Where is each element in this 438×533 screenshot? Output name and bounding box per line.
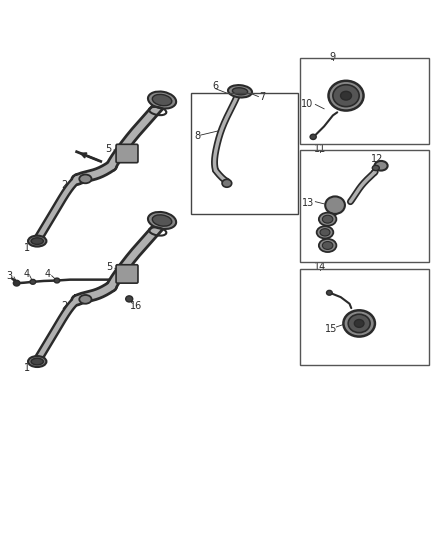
Text: 8: 8 <box>194 131 200 141</box>
Ellipse shape <box>372 165 379 171</box>
Text: 12: 12 <box>371 154 383 164</box>
Ellipse shape <box>328 81 364 110</box>
Ellipse shape <box>126 296 133 302</box>
Text: 4: 4 <box>44 269 50 279</box>
Ellipse shape <box>222 179 232 187</box>
Bar <box>300 269 429 365</box>
Ellipse shape <box>79 174 92 183</box>
Ellipse shape <box>322 215 333 223</box>
Ellipse shape <box>152 94 172 106</box>
Ellipse shape <box>31 358 43 365</box>
Text: 5: 5 <box>106 144 112 154</box>
Text: 7: 7 <box>259 92 265 102</box>
Bar <box>300 59 429 144</box>
FancyBboxPatch shape <box>116 144 138 163</box>
Text: 4: 4 <box>23 269 29 279</box>
Text: 16: 16 <box>130 301 142 311</box>
Ellipse shape <box>228 85 252 98</box>
Ellipse shape <box>317 226 333 238</box>
Text: 2: 2 <box>62 181 68 190</box>
Ellipse shape <box>31 238 43 245</box>
Text: 14: 14 <box>314 262 326 272</box>
Ellipse shape <box>79 295 92 304</box>
FancyBboxPatch shape <box>116 265 138 283</box>
Ellipse shape <box>30 279 36 284</box>
Bar <box>191 93 298 214</box>
Ellipse shape <box>148 212 176 229</box>
Ellipse shape <box>13 280 20 286</box>
Ellipse shape <box>341 91 352 100</box>
Text: 10: 10 <box>301 100 314 109</box>
Text: 5: 5 <box>106 262 113 272</box>
Text: 15: 15 <box>325 324 337 334</box>
Ellipse shape <box>28 356 46 367</box>
Text: 9: 9 <box>330 52 336 62</box>
Ellipse shape <box>233 88 247 95</box>
Ellipse shape <box>320 229 330 236</box>
Ellipse shape <box>333 85 359 107</box>
Ellipse shape <box>354 319 364 327</box>
Ellipse shape <box>325 197 345 214</box>
Ellipse shape <box>322 241 333 249</box>
Ellipse shape <box>319 213 336 226</box>
Bar <box>300 150 429 262</box>
Text: 3: 3 <box>7 271 13 281</box>
Ellipse shape <box>319 239 336 252</box>
Text: 1: 1 <box>24 363 30 373</box>
Text: 1: 1 <box>24 243 30 253</box>
Ellipse shape <box>54 278 60 283</box>
Text: 13: 13 <box>302 198 314 208</box>
Ellipse shape <box>148 92 176 109</box>
Ellipse shape <box>374 161 388 171</box>
Text: 6: 6 <box>212 81 219 91</box>
Ellipse shape <box>348 314 370 333</box>
Ellipse shape <box>152 215 172 226</box>
Ellipse shape <box>343 310 375 336</box>
Ellipse shape <box>28 236 46 247</box>
Text: 11: 11 <box>314 144 326 154</box>
Text: 2: 2 <box>62 301 68 311</box>
Ellipse shape <box>310 134 316 140</box>
Ellipse shape <box>326 290 332 295</box>
